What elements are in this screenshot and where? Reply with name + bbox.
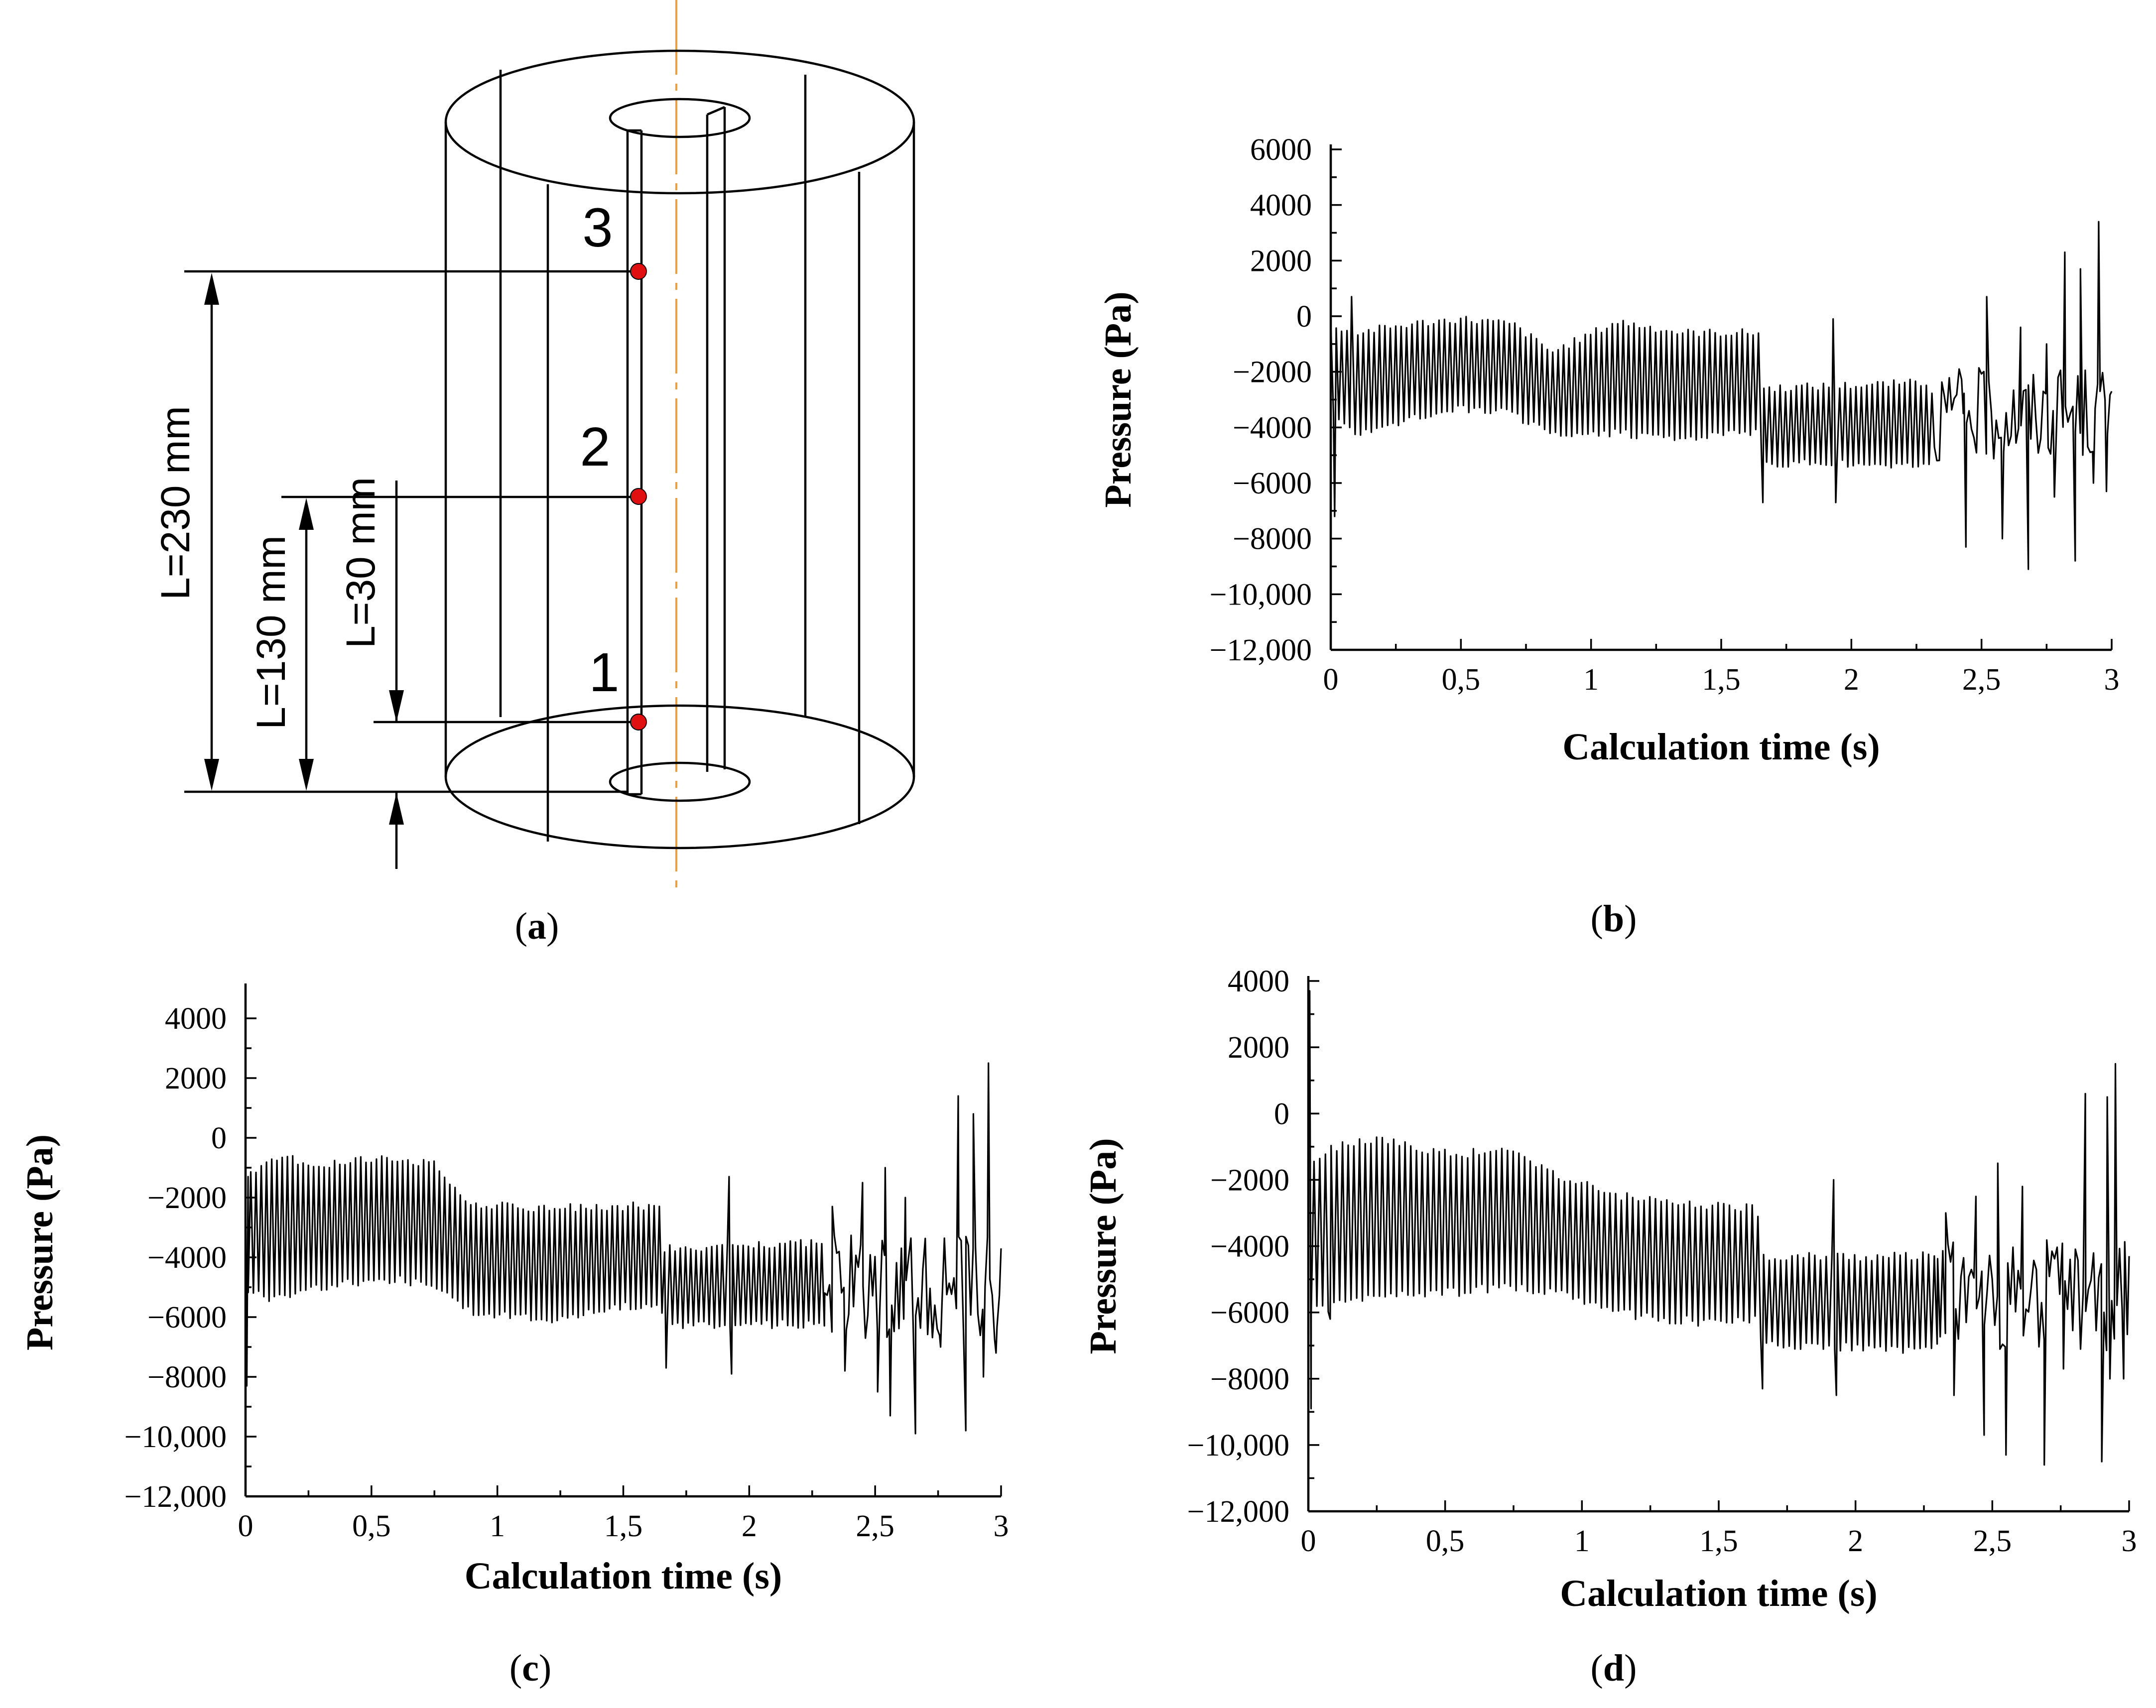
inner-bore-bottom bbox=[609, 761, 751, 802]
caption-a: (a) bbox=[515, 905, 559, 947]
y-tick-label: 0 bbox=[1274, 1097, 1289, 1131]
y-tick-label: 2000 bbox=[165, 1062, 227, 1096]
arrowhead-icon bbox=[204, 273, 219, 305]
y-tick-label: −2000 bbox=[1210, 1163, 1289, 1197]
x-tick-label: 2 bbox=[742, 1509, 757, 1543]
x-tick-label: 2 bbox=[1844, 663, 1859, 697]
y-tick-label: −2000 bbox=[1233, 356, 1312, 389]
x-tick-label: 1,5 bbox=[1702, 663, 1741, 697]
arrowhead-icon bbox=[204, 759, 219, 791]
y-axis-title: Pressure (Pa) bbox=[1082, 1138, 1124, 1354]
y-tick-label: 2000 bbox=[1228, 1031, 1289, 1065]
x-tick-label: 1,5 bbox=[1699, 1524, 1738, 1558]
inner-bore-top bbox=[609, 98, 751, 138]
measurement-point-1 bbox=[630, 714, 647, 731]
point-label-2: 2 bbox=[580, 416, 610, 478]
panel-a-diagram: 3 2 1 L=230 mm L=130 mm L=30 mm (a) bbox=[153, 0, 915, 947]
y-tick-label: −6000 bbox=[147, 1301, 227, 1335]
y-tick-label: 4000 bbox=[1228, 965, 1289, 998]
y-tick-label: −12,000 bbox=[1210, 633, 1312, 667]
arrowhead-icon bbox=[299, 759, 314, 791]
channel-wall bbox=[707, 106, 725, 116]
y-tick-label: −2000 bbox=[147, 1181, 227, 1215]
y-tick-label: −8000 bbox=[147, 1360, 227, 1394]
x-tick-label: 0,5 bbox=[352, 1509, 391, 1543]
y-tick-label: −8000 bbox=[1210, 1362, 1289, 1396]
x-tick-label: 0 bbox=[1323, 663, 1339, 697]
arrowhead-icon bbox=[389, 690, 404, 722]
x-axis-title: Calculation time (s) bbox=[1560, 1573, 1877, 1614]
y-tick-label: 2000 bbox=[1250, 244, 1312, 278]
x-tick-label: 2 bbox=[1848, 1524, 1863, 1558]
caption-b: (b) bbox=[1591, 898, 1637, 940]
y-tick-label: −6000 bbox=[1233, 467, 1312, 500]
caption-d: (d) bbox=[1591, 1647, 1637, 1689]
x-tick-label: 2,5 bbox=[1962, 663, 2001, 697]
dimension-label-230: L=230 mm bbox=[153, 406, 198, 600]
measurement-point-3 bbox=[630, 263, 647, 280]
y-tick-label: 0 bbox=[211, 1121, 227, 1155]
measurement-point-2 bbox=[630, 488, 647, 505]
x-tick-label: 2,5 bbox=[1973, 1524, 2012, 1558]
dimension-label-30: L=30 mm bbox=[338, 477, 383, 648]
x-tick-label: 1 bbox=[1583, 663, 1599, 697]
y-tick-label: −10,000 bbox=[125, 1420, 227, 1454]
x-tick-label: 0,5 bbox=[1426, 1524, 1465, 1558]
y-tick-label: −10,000 bbox=[1187, 1429, 1289, 1463]
x-tick-label: 3 bbox=[2104, 663, 2120, 697]
dimension-label-130: L=130 mm bbox=[249, 535, 294, 730]
x-tick-label: 3 bbox=[2122, 1524, 2137, 1558]
point-label-3: 3 bbox=[582, 197, 613, 258]
point-label-1: 1 bbox=[589, 642, 619, 703]
y-tick-label: −12,000 bbox=[125, 1480, 227, 1514]
x-tick-label: 0,5 bbox=[1442, 663, 1481, 697]
x-axis-title: Calculation time (s) bbox=[1562, 726, 1880, 768]
chart-panel-c: −12,000 −10,000 −8000 −6000 −4000 −2000 0 2000 4… bbox=[19, 983, 1009, 1689]
caption-c: (c) bbox=[509, 1647, 551, 1689]
x-tick-label: 0 bbox=[1301, 1524, 1316, 1558]
y-axis-title: Pressure (Pa) bbox=[1097, 291, 1139, 507]
y-tick-label: −4000 bbox=[1210, 1230, 1289, 1264]
arrowhead-icon bbox=[389, 793, 404, 825]
y-tick-label: −10,000 bbox=[1210, 578, 1312, 611]
y-tick-label: 4000 bbox=[165, 1002, 227, 1036]
y-tick-label: −6000 bbox=[1210, 1296, 1289, 1330]
x-tick-label: 3 bbox=[994, 1509, 1009, 1543]
y-tick-label: 0 bbox=[1296, 300, 1312, 334]
y-tick-label: 6000 bbox=[1250, 133, 1312, 167]
y-tick-label: −8000 bbox=[1233, 522, 1312, 556]
pressure-series-line bbox=[1330, 221, 2113, 570]
x-tick-label: 1,5 bbox=[604, 1509, 643, 1543]
x-tick-label: 2,5 bbox=[856, 1509, 894, 1543]
arrowhead-icon bbox=[299, 498, 314, 530]
pressure-series-line bbox=[245, 1062, 1002, 1435]
y-tick-label: −12,000 bbox=[1187, 1495, 1289, 1529]
y-tick-label: −4000 bbox=[1233, 411, 1312, 445]
x-axis-title: Calculation time (s) bbox=[465, 1555, 782, 1597]
y-axis-title: Pressure (Pa) bbox=[19, 1134, 61, 1350]
x-tick-label: 1 bbox=[490, 1509, 505, 1543]
outer-cylinder-top bbox=[444, 49, 915, 195]
chart-panel-b: −12,000 −10,000 −8000 −6000 −4000 −2000 0 2000 4… bbox=[1097, 133, 2120, 940]
chart-panel-d: −12,000 −10,000 −8000 −6000 −4000 −2000 0 2000 4… bbox=[1082, 965, 2137, 1689]
x-tick-label: 1 bbox=[1574, 1524, 1590, 1558]
pressure-series-line bbox=[1307, 990, 2130, 1466]
y-tick-label: 4000 bbox=[1250, 189, 1312, 223]
x-tick-label: 0 bbox=[238, 1509, 254, 1543]
y-tick-label: −4000 bbox=[147, 1241, 227, 1275]
outer-cylinder-bottom bbox=[444, 704, 915, 850]
